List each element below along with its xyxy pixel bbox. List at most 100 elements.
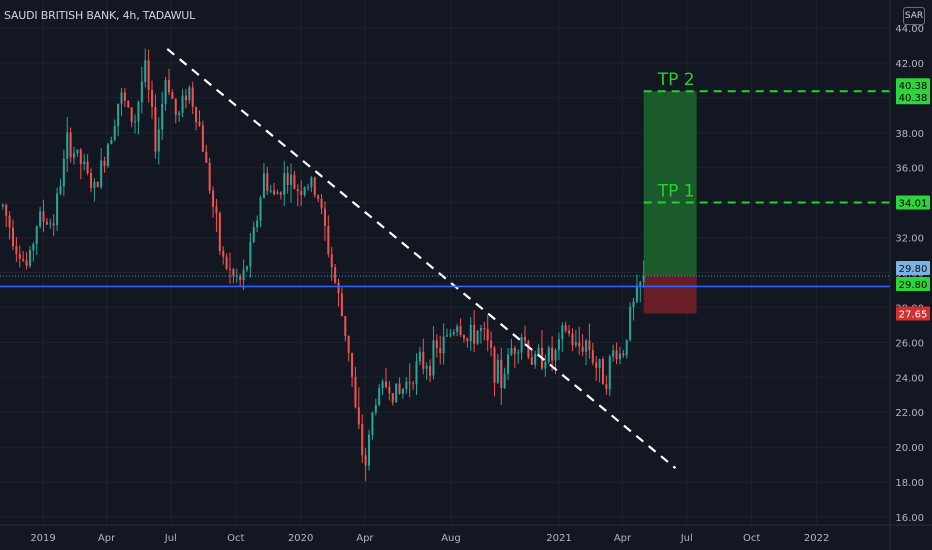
candle-body xyxy=(523,336,527,341)
candle-body xyxy=(510,347,513,355)
candle-body xyxy=(259,197,262,221)
candle-body xyxy=(22,258,25,261)
candle-body xyxy=(228,268,232,270)
candle-body xyxy=(391,393,394,403)
candle-body xyxy=(503,373,506,388)
candle-body xyxy=(459,326,462,336)
candle-body xyxy=(418,351,421,362)
candle-body xyxy=(361,424,364,456)
candle-body xyxy=(507,354,510,374)
price-tag xyxy=(896,78,930,93)
candle-body xyxy=(490,340,493,348)
tp-label: TP 2 xyxy=(657,70,695,90)
candle-body xyxy=(103,160,106,166)
candle-body xyxy=(500,359,503,388)
candle-body xyxy=(181,95,184,113)
candle-body xyxy=(86,161,89,174)
candle-body xyxy=(52,223,55,226)
candle-body xyxy=(32,244,35,251)
drawings[interactable]: TP 2 TP 1 xyxy=(0,48,890,469)
candle-body xyxy=(439,348,442,354)
y-tick-label: 18.00 xyxy=(895,478,924,489)
candle-body xyxy=(374,404,377,413)
candle-body xyxy=(517,352,520,354)
candle-body xyxy=(161,103,164,130)
candle-body xyxy=(384,381,387,388)
candle-body xyxy=(245,266,248,270)
candle-body xyxy=(283,173,286,195)
candle-body xyxy=(56,193,59,226)
candle-body xyxy=(520,336,523,353)
candle-body xyxy=(205,151,208,163)
candle-body xyxy=(629,307,632,340)
y-tick-label: 26.00 xyxy=(895,338,924,349)
price-tag xyxy=(896,306,930,321)
candle-body xyxy=(76,149,79,154)
candle-body xyxy=(79,149,82,164)
candle-body xyxy=(62,158,65,187)
currency-badge[interactable]: SAR xyxy=(903,7,925,25)
candle-body xyxy=(327,225,330,255)
candle-body xyxy=(96,181,99,188)
candle-body xyxy=(134,121,137,123)
candle-body xyxy=(195,107,198,123)
candle-body xyxy=(208,162,211,191)
candle-body xyxy=(69,132,72,158)
candle-body xyxy=(66,132,69,159)
candle-body xyxy=(639,281,642,287)
candle-body xyxy=(320,198,323,209)
y-tick-label: 38.00 xyxy=(895,129,924,140)
candle-body xyxy=(432,340,435,376)
candle-body xyxy=(408,381,411,384)
candle-body xyxy=(340,293,343,317)
candle-body xyxy=(73,153,76,158)
candle-body xyxy=(561,325,564,340)
candle-body xyxy=(120,92,123,104)
candle-body xyxy=(544,361,547,369)
candle-body xyxy=(300,191,303,195)
candle-body xyxy=(357,407,360,425)
candle-body xyxy=(415,361,418,385)
candle-body xyxy=(5,204,8,216)
price-tag xyxy=(896,195,930,210)
trendline xyxy=(166,48,677,469)
candle-body xyxy=(151,89,154,108)
candle-body xyxy=(25,260,28,266)
tp-label: TP 1 xyxy=(657,181,695,201)
candle-body xyxy=(222,250,225,257)
candle-body xyxy=(622,353,625,356)
x-tick-label: Aug xyxy=(441,533,461,544)
candle-body xyxy=(574,342,577,346)
candle-body xyxy=(625,339,628,356)
candle-body xyxy=(551,347,554,361)
candle-body xyxy=(242,269,245,281)
y-tick-label: 42.00 xyxy=(895,59,924,70)
x-tick-label: 2020 xyxy=(288,533,313,544)
candle-body xyxy=(442,336,445,354)
candle-body xyxy=(93,181,96,188)
candle-body xyxy=(534,354,537,365)
y-tick-label: 44.00 xyxy=(895,24,924,35)
candle-body xyxy=(608,356,611,390)
candle-body xyxy=(313,177,316,196)
candle-body xyxy=(598,359,601,368)
candle-body xyxy=(557,339,560,350)
candle-body xyxy=(530,357,533,365)
candle-body xyxy=(398,383,401,394)
candle-body xyxy=(425,366,428,369)
candle-body xyxy=(513,347,516,354)
candle-body xyxy=(127,100,130,108)
candle-body xyxy=(296,188,299,192)
candle-body xyxy=(368,434,371,466)
candle-body xyxy=(293,174,296,189)
candle-body xyxy=(449,334,452,336)
candle-body xyxy=(15,246,18,254)
candle-body xyxy=(581,346,584,352)
price-tag-label: 40.38 xyxy=(899,93,928,104)
candle-body xyxy=(347,335,350,353)
price-tag-label: 40.38 xyxy=(899,81,928,92)
y-tick-label: 24.00 xyxy=(895,373,924,384)
